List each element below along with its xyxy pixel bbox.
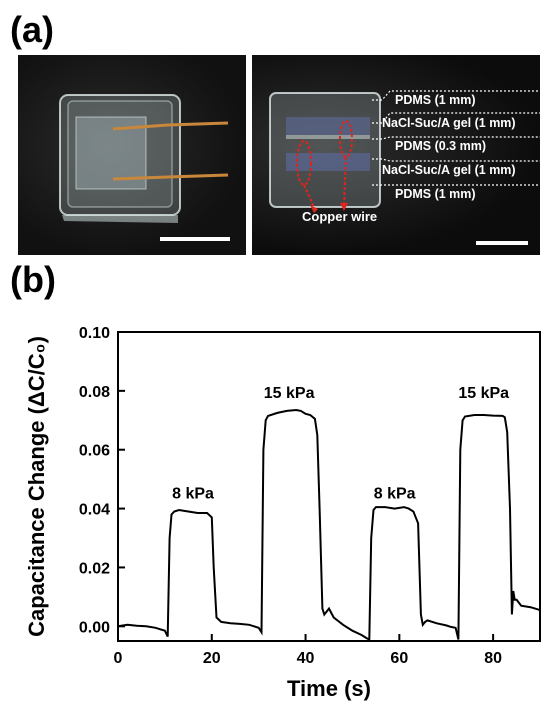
x-tick-labels: 0 20 40 60 80 — [114, 650, 503, 667]
sensor-photo-right: PDMS (1 mm) NaCl-Suc/A gel (1 mm) PDMS (… — [252, 55, 540, 255]
y-tick-label: 0.04 — [79, 502, 110, 519]
panel-label-a: (a) — [10, 9, 54, 50]
sensor-illustration-right — [269, 90, 540, 245]
x-tick-label: 80 — [484, 650, 502, 667]
pressure-label: 15 kPa — [458, 385, 509, 402]
scale-bar — [160, 237, 230, 241]
pressure-label: 15 kPa — [264, 385, 315, 402]
x-tick-label: 20 — [203, 650, 221, 667]
x-tick-label: 60 — [390, 650, 408, 667]
y-tick-label: 0.10 — [79, 325, 110, 342]
plot-frame — [117, 331, 541, 642]
x-tick-label: 40 — [297, 650, 315, 667]
sensor-photo-left — [18, 55, 246, 255]
layer-label-4: NaCl-Suc/A gel (1 mm) — [382, 163, 516, 177]
layer-label-2: NaCl-Suc/A gel (1 mm) — [382, 116, 516, 130]
y-tick-label: 0.00 — [79, 619, 110, 636]
pressure-label: 8 kPa — [374, 485, 416, 502]
layer-label-3: PDMS (0.3 mm) — [395, 139, 486, 153]
capacitance-chart: 0 20 40 60 80 0.00 0.02 0.04 0.06 0.08 0.10 8 kPa… — [24, 325, 541, 701]
capacitance-trace — [117, 408, 541, 642]
panel-label-b: (b) — [10, 259, 56, 300]
copper-wire-label: Copper wire — [302, 209, 378, 224]
y-axis-title: Capacitance Change (ΔC/C₀) — [24, 336, 49, 637]
layer-label-1: PDMS (1 mm) — [395, 93, 476, 107]
layer-label-5: PDMS (1 mm) — [395, 187, 476, 201]
sensor-illustration-left — [59, 94, 230, 241]
y-tick-labels: 0.00 0.02 0.04 0.06 0.08 0.10 — [79, 325, 110, 636]
y-tick-label: 0.06 — [79, 443, 110, 460]
scale-bar-right — [476, 241, 528, 245]
y-tick-label: 0.08 — [79, 384, 110, 401]
x-tick-label: 0 — [114, 650, 123, 667]
pressure-label: 8 kPa — [172, 485, 214, 502]
x-axis-title: Time (s) — [287, 676, 371, 701]
pressure-annotations: 8 kPa 15 kPa 8 kPa 15 kPa — [172, 385, 509, 502]
y-tick-label: 0.02 — [79, 560, 110, 577]
